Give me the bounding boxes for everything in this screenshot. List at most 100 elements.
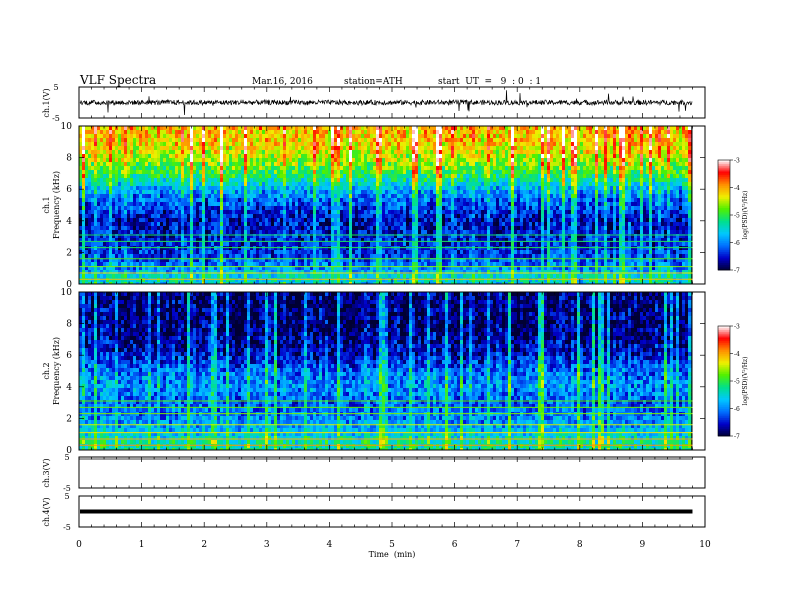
spectrogram-cell	[142, 174, 145, 178]
spectrogram-cell	[124, 186, 127, 190]
spectrogram-cell	[307, 186, 310, 190]
spectrogram-cell	[271, 174, 274, 178]
spectrogram-cell	[256, 162, 259, 166]
spectrogram-cell	[115, 146, 118, 150]
spectrogram-cell	[259, 262, 262, 266]
spectrogram-cell	[85, 250, 88, 254]
spectrogram-cell	[238, 154, 241, 158]
spectrogram-cell	[232, 278, 235, 282]
spectrogram-cell	[97, 198, 100, 202]
spectrogram-cell	[214, 162, 217, 166]
spectrogram-cell	[94, 158, 97, 162]
spectrogram-cell	[112, 134, 115, 138]
spectrogram-cell	[214, 210, 217, 214]
spectrogram-cell	[199, 278, 202, 282]
spectrogram-cell	[154, 270, 157, 274]
spectrogram-cell	[298, 162, 301, 166]
spectrogram-cell	[166, 218, 169, 222]
spectrogram-cell	[286, 134, 289, 138]
spectrogram-cell	[199, 158, 202, 162]
spectrogram-cell	[256, 198, 259, 202]
spectrogram-cell	[205, 182, 208, 186]
spectrogram-cell	[124, 182, 127, 186]
spectrogram-cell	[118, 158, 121, 162]
spectrogram-cell	[127, 250, 130, 254]
spectrogram-cell	[280, 186, 283, 190]
spectrogram-cell	[115, 226, 118, 230]
spectrogram-cell	[199, 190, 202, 194]
spectrogram-cell	[310, 142, 313, 146]
spectrogram-cell	[259, 270, 262, 274]
spectrogram-cell	[208, 226, 211, 230]
spectrogram-cell	[139, 190, 142, 194]
spectrogram-cell	[127, 182, 130, 186]
spectrogram-cell	[250, 226, 253, 230]
spectrogram-cell	[250, 186, 253, 190]
spectrogram-cell	[115, 138, 118, 142]
spectrogram-cell	[286, 158, 289, 162]
spectrogram-cell	[121, 142, 124, 146]
spectrogram-cell	[217, 182, 220, 186]
spectrogram-cell	[136, 142, 139, 146]
spectrogram-cell	[235, 142, 238, 146]
spectrogram-cell	[199, 226, 202, 230]
spectrogram-cell	[151, 210, 154, 214]
spectrogram-cell	[181, 278, 184, 282]
spectrogram-cell	[238, 214, 241, 218]
spectrogram-cell	[133, 210, 136, 214]
spectrogram-cell	[163, 190, 166, 194]
spectrogram-cell	[217, 242, 220, 246]
spectrogram-cell	[94, 278, 97, 282]
start-time-label: start UT = 9 : 0 : 1	[438, 77, 541, 87]
spectrogram-cell	[103, 214, 106, 218]
spectrogram-cell	[274, 222, 277, 226]
spectrogram-cell	[289, 194, 292, 198]
spectrogram-cell	[184, 146, 187, 150]
spectrogram-cell	[142, 126, 145, 130]
spectrogram-cell	[136, 130, 139, 134]
spectrogram-cell	[148, 130, 151, 134]
spectrogram-cell	[292, 242, 295, 246]
spectrogram-cell	[130, 222, 133, 226]
spectrogram-cell	[301, 254, 304, 258]
spectrogram-cell	[133, 214, 136, 218]
spectrogram-cell	[235, 242, 238, 246]
spectrogram-cell	[241, 178, 244, 182]
spectrogram-cell	[88, 150, 91, 154]
spectrogram-cell	[196, 198, 199, 202]
spectrogram-cell	[286, 186, 289, 190]
spectrogram-cell	[151, 274, 154, 278]
spectrogram-cell	[241, 186, 244, 190]
spectrogram-cell	[142, 218, 145, 222]
spectrogram-cell	[307, 174, 310, 178]
spectrogram-cell	[145, 218, 148, 222]
spectrogram-cell	[190, 182, 193, 186]
spectrogram-cell	[295, 190, 298, 194]
spectrogram-cell	[178, 134, 181, 138]
spectrogram-cell	[247, 158, 250, 162]
spectrogram-cell	[184, 194, 187, 198]
spectrogram-cell	[241, 146, 244, 150]
spectrogram-cell	[298, 254, 301, 258]
spectrogram-cell	[202, 250, 205, 254]
spectrogram-cell	[85, 162, 88, 166]
spectrogram-cell	[109, 222, 112, 226]
spectrogram-cell	[112, 214, 115, 218]
spectrogram-cell	[238, 166, 241, 170]
spectrogram-cell	[265, 150, 268, 154]
spectrogram-cell	[118, 262, 121, 266]
spectrogram-cell	[247, 186, 250, 190]
spectrogram-cell	[205, 154, 208, 158]
spectrogram-cell	[154, 166, 157, 170]
spectrogram-cell	[280, 162, 283, 166]
spectrogram-cell	[199, 166, 202, 170]
spectrogram-cell	[292, 218, 295, 222]
spectrogram-cell	[187, 278, 190, 282]
spectrogram-cell	[274, 190, 277, 194]
spectrogram-cell	[169, 134, 172, 138]
spectrogram-cell	[178, 254, 181, 258]
spectrogram-cell	[169, 226, 172, 230]
spectrogram-cell	[94, 222, 97, 226]
spectrogram-cell	[202, 126, 205, 130]
spectrogram-cell	[160, 146, 163, 150]
